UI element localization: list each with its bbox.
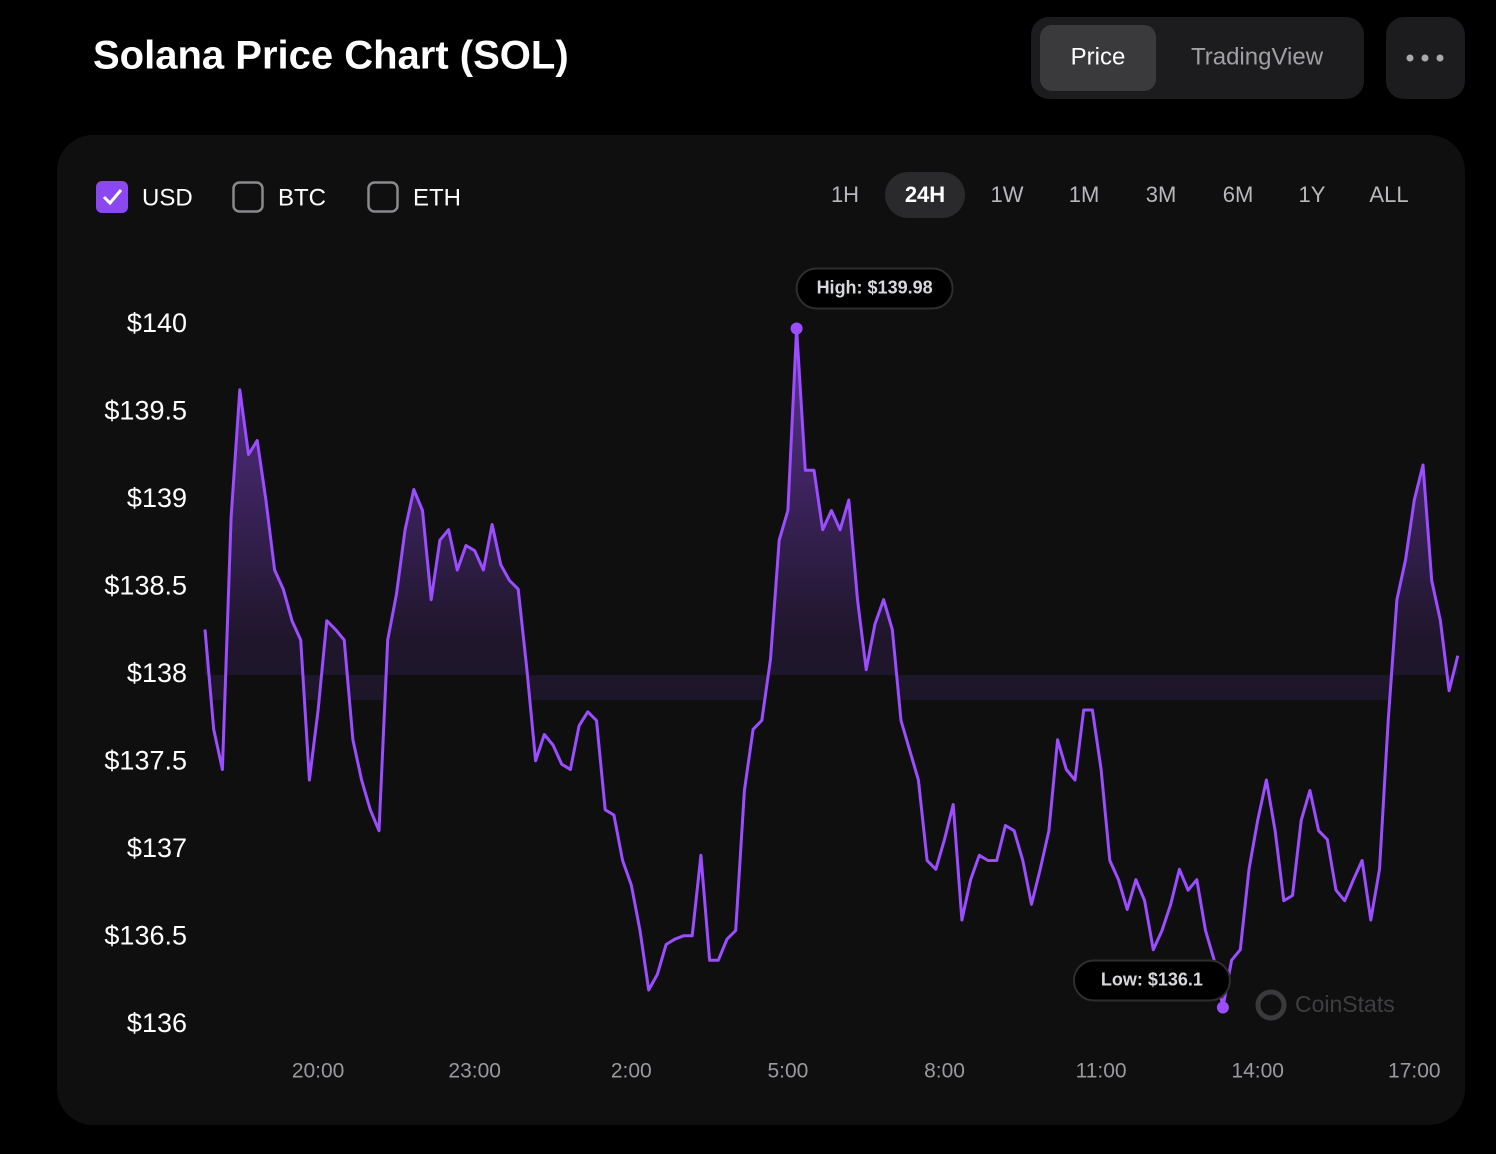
extreme-dot bbox=[790, 322, 803, 335]
page-title: Solana Price Chart (SOL) bbox=[93, 34, 569, 78]
y-tick-label: $136 bbox=[127, 1008, 187, 1038]
check-icon bbox=[102, 189, 123, 206]
price-line bbox=[203, 327, 1460, 1009]
x-tick-label: 5:00 bbox=[767, 1060, 808, 1083]
x-tick-label: 23:00 bbox=[448, 1060, 501, 1083]
y-tick-label: $138 bbox=[127, 658, 187, 688]
y-tick-label: $139.5 bbox=[104, 396, 187, 426]
x-tick-label: 8:00 bbox=[924, 1060, 965, 1083]
x-tick-label: 14:00 bbox=[1231, 1060, 1284, 1083]
tab[interactable]: TradingView bbox=[1191, 43, 1324, 70]
currency-label: ETH bbox=[413, 184, 461, 211]
annotation-box bbox=[1072, 959, 1231, 1002]
checkbox[interactable] bbox=[232, 181, 264, 213]
x-tick-label: 11:00 bbox=[1076, 1060, 1127, 1083]
range-button[interactable]: 1W bbox=[991, 182, 1024, 207]
range-button[interactable]: 1H bbox=[831, 182, 859, 207]
dot-icon bbox=[1436, 54, 1444, 62]
x-tick-label: 17:00 bbox=[1388, 1060, 1441, 1083]
area-fill bbox=[205, 328, 1458, 700]
y-tick-label: $140 bbox=[127, 308, 187, 338]
checkbox-checked[interactable] bbox=[96, 181, 128, 213]
watermark-text: CoinStats bbox=[1295, 991, 1395, 1017]
x-tick-label: 2:00 bbox=[611, 1060, 652, 1083]
chart-card bbox=[57, 135, 1465, 1125]
range-active-bg bbox=[885, 172, 965, 218]
currency-label: USD bbox=[142, 184, 193, 211]
tab[interactable]: Price bbox=[1071, 43, 1126, 70]
watermark: CoinStats bbox=[1255, 989, 1395, 1021]
range-button[interactable]: 1Y bbox=[1299, 182, 1326, 207]
range-button[interactable]: 1M bbox=[1069, 182, 1100, 207]
y-tick-label: $139 bbox=[127, 483, 187, 513]
dot-icon bbox=[1421, 54, 1429, 62]
y-tick-label: $137.5 bbox=[104, 746, 187, 776]
y-tick-label: $138.5 bbox=[104, 571, 187, 601]
range-button[interactable]: ALL bbox=[1369, 182, 1408, 207]
x-tick-label: 20:00 bbox=[292, 1060, 345, 1083]
range-button[interactable]: 24H bbox=[905, 182, 945, 207]
checkbox[interactable] bbox=[367, 181, 399, 213]
annotation-label: High: $139.98 bbox=[817, 277, 933, 297]
annotation-box bbox=[795, 267, 954, 310]
currency-label: BTC bbox=[278, 184, 326, 211]
extreme-dot bbox=[1216, 1001, 1229, 1014]
range-button[interactable]: 6M bbox=[1223, 182, 1254, 207]
y-tick-label: $137 bbox=[127, 833, 187, 863]
y-tick-label: $136.5 bbox=[104, 921, 187, 951]
tab-active-bg bbox=[1040, 25, 1156, 91]
dot-icon bbox=[1406, 54, 1414, 62]
annotation-label: Low: $136.1 bbox=[1101, 969, 1203, 989]
range-button[interactable]: 3M bbox=[1146, 182, 1177, 207]
